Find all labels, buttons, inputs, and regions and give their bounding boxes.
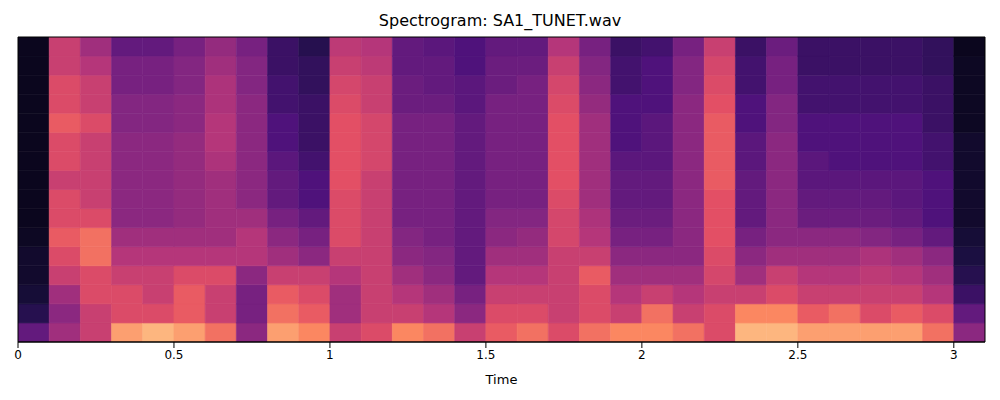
html-text:Spectrogram: SA1_TUNET.wav: Spectrogram: SA1_TUNET.wav [378, 11, 622, 30]
svg-text:3: 3 [950, 348, 958, 362]
svg-text:1: 1 [326, 348, 334, 362]
svg-text:2.5: 2.5 [788, 348, 807, 362]
svg-text:0.5: 0.5 [164, 348, 183, 362]
svg-text:0: 0 [14, 348, 22, 362]
svg-text:2: 2 [638, 348, 646, 362]
svg-text:Time: Time [485, 372, 518, 387]
svg-text:1.5: 1.5 [476, 348, 495, 362]
